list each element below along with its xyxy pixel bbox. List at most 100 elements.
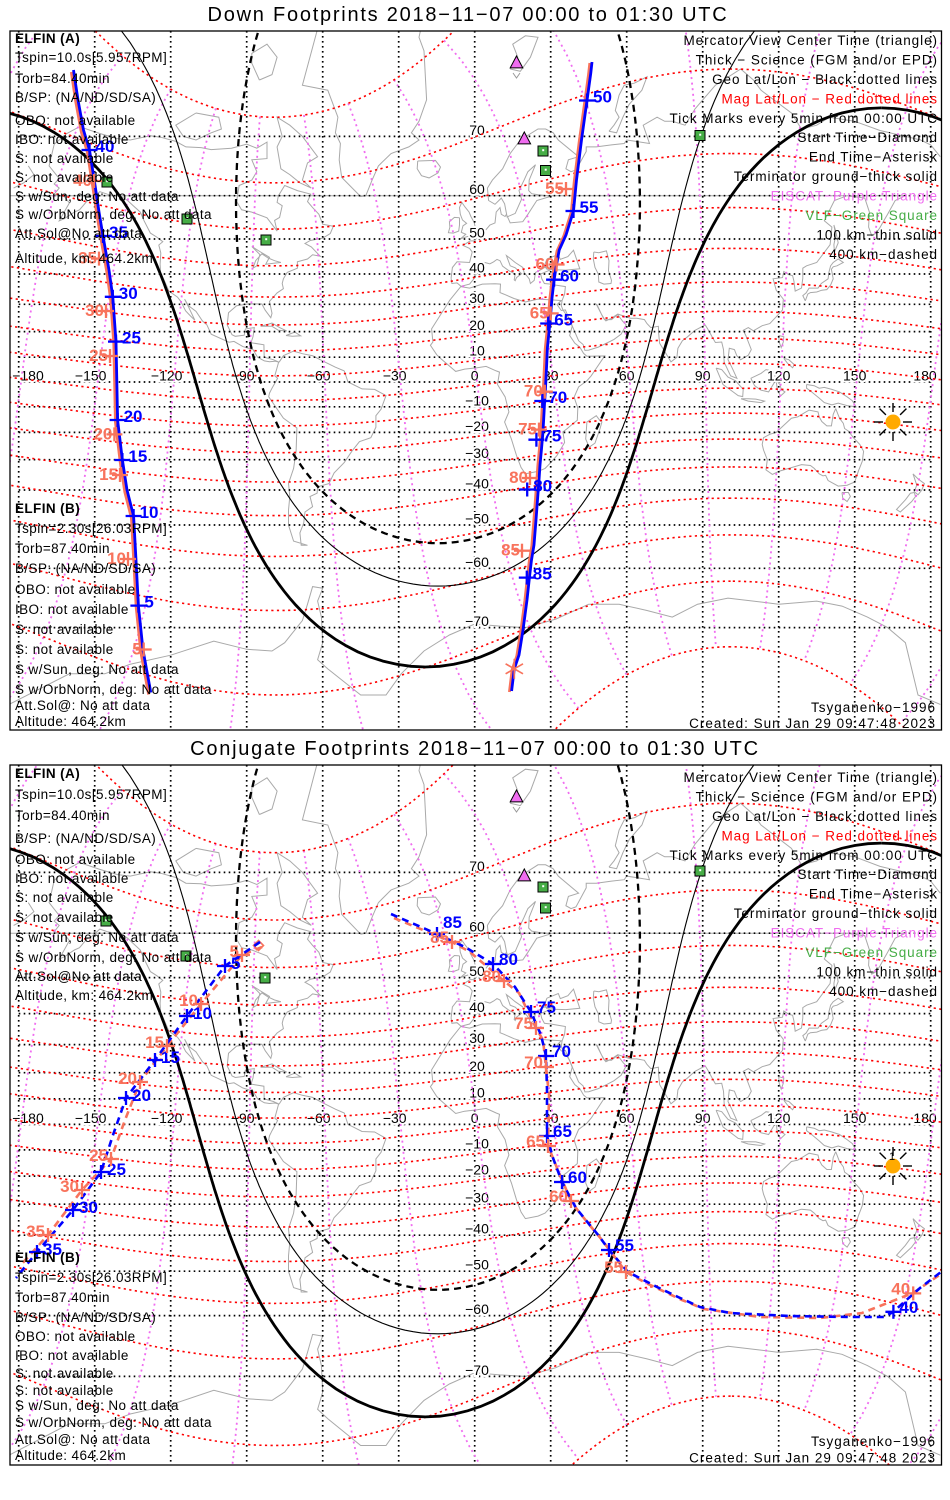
svg-text:IBO: not available: IBO: not available: [15, 132, 129, 147]
svg-text:−30: −30: [465, 445, 489, 461]
svg-text:10: 10: [469, 343, 485, 359]
svg-text:Mercator View Center Time (tri: Mercator View Center Time (triangle): [683, 770, 938, 785]
svg-text:10: 10: [107, 549, 126, 568]
svg-text:S w/Sun, deg: No att data: S w/Sun, deg: No att data: [15, 662, 179, 677]
svg-text:S w/OrbNorm, deg: No att data: S w/OrbNorm, deg: No att data: [15, 1415, 212, 1430]
svg-text:OBO: not available: OBO: not available: [15, 582, 136, 597]
svg-text:−150: −150: [75, 1110, 107, 1126]
svg-text:IBO: not available: IBO: not available: [15, 871, 129, 886]
svg-text:Geo Lat/Lon − Black dotted lin: Geo Lat/Lon − Black dotted lines: [712, 809, 938, 824]
svg-text:Terminator ground−thick solid: Terminator ground−thick solid: [734, 169, 938, 184]
svg-text:65: 65: [553, 1122, 572, 1141]
svg-text:S: not available: S: not available: [15, 170, 114, 185]
svg-text:20: 20: [93, 424, 112, 443]
svg-text:Att.Sol@: No att data: Att.Sol@: No att data: [15, 1432, 151, 1447]
svg-text:60: 60: [560, 267, 579, 286]
svg-text:S: not available: S: not available: [15, 1383, 114, 1398]
svg-text:ELFIN (A): ELFIN (A): [15, 31, 80, 46]
svg-text:20: 20: [124, 407, 143, 426]
svg-text:EISCAT−Purple Triangle: EISCAT−Purple Triangle: [771, 926, 938, 941]
svg-text:85: 85: [533, 565, 552, 584]
svg-text:60: 60: [549, 1187, 568, 1206]
svg-text:0: 0: [471, 368, 479, 384]
svg-text:OBO: not available: OBO: not available: [15, 1329, 136, 1344]
svg-text:65: 65: [526, 1132, 545, 1151]
svg-text:S w/OrbNorm, deg: No att data: S w/OrbNorm, deg: No att data: [15, 207, 212, 222]
svg-text:Altitude, km: 464.2km: Altitude, km: 464.2km: [15, 988, 153, 1003]
svg-text:S: not available: S: not available: [15, 1366, 114, 1381]
svg-text:−180: −180: [12, 368, 44, 384]
svg-text:−70: −70: [465, 1362, 489, 1378]
svg-text:60: 60: [619, 1110, 635, 1126]
svg-text:10: 10: [179, 991, 198, 1010]
svg-text:Thick − Science (FGM and/or EP: Thick − Science (FGM and/or EPD): [696, 53, 938, 68]
svg-text:VLF−Green Square: VLF−Green Square: [805, 945, 938, 960]
svg-text:−60: −60: [307, 368, 331, 384]
svg-text:25: 25: [89, 1146, 108, 1165]
svg-text:25: 25: [107, 1160, 126, 1179]
svg-text:−20: −20: [465, 1162, 489, 1178]
svg-text:180: 180: [913, 368, 937, 384]
svg-text:50: 50: [593, 88, 612, 107]
svg-text:150: 150: [843, 368, 867, 384]
svg-text:30: 30: [469, 1030, 485, 1046]
svg-text:B/SP: (NA/ND/SD/SA): B/SP: (NA/ND/SD/SA): [15, 561, 156, 576]
svg-text:20: 20: [118, 1069, 137, 1088]
svg-text:S: not available: S: not available: [15, 642, 114, 657]
svg-text:400 km−dashed: 400 km−dashed: [829, 984, 938, 999]
svg-text:IBO: not available: IBO: not available: [15, 602, 129, 617]
svg-text:ELFIN (A): ELFIN (A): [15, 766, 80, 781]
svg-text:65: 65: [554, 311, 573, 330]
svg-text:S: not available: S: not available: [15, 890, 114, 905]
svg-text:Tsyganenko−1996: Tsyganenko−1996: [811, 1434, 936, 1449]
svg-text:Created: Sun Jan 29 09:47:48 2: Created: Sun Jan 29 09:47:48 2023: [689, 1451, 936, 1466]
svg-text:Torb=84.40min: Torb=84.40min: [15, 808, 110, 823]
svg-text:EISCAT−Purple Triangle: EISCAT−Purple Triangle: [771, 189, 938, 204]
svg-text:Tspin=2.30s[26.03RPM]: Tspin=2.30s[26.03RPM]: [15, 521, 167, 536]
svg-text:Torb=84.40min: Torb=84.40min: [15, 71, 110, 86]
svg-text:Tsyganenko−1996: Tsyganenko−1996: [811, 700, 936, 715]
svg-text:Down Footprints 2018−11−07 00:: Down Footprints 2018−11−07 00:00 to 01:3…: [208, 4, 729, 26]
svg-text:Att.Sol@No att data: Att.Sol@No att data: [15, 226, 142, 241]
svg-text:Torb=87.40min: Torb=87.40min: [15, 1290, 110, 1305]
svg-text:100 km−thin solid: 100 km−thin solid: [816, 965, 938, 980]
svg-text:Tick Marks every 5min from 00:: Tick Marks every 5min from 00:00 UTC: [670, 111, 939, 126]
svg-text:ELFIN (B): ELFIN (B): [15, 501, 80, 516]
svg-text:S: not available: S: not available: [15, 151, 114, 166]
svg-text:−60: −60: [307, 1110, 331, 1126]
svg-text:60: 60: [469, 181, 485, 197]
svg-text:0: 0: [471, 1110, 479, 1126]
svg-text:80: 80: [509, 468, 528, 487]
svg-text:Tspin=10.0s[5.957RPM]: Tspin=10.0s[5.957RPM]: [15, 50, 167, 65]
svg-text:120: 120: [767, 1110, 791, 1126]
svg-text:15: 15: [161, 1048, 180, 1067]
svg-text:S: not available: S: not available: [15, 910, 114, 925]
svg-text:15: 15: [145, 1033, 164, 1052]
svg-text:Tspin=2.30s[26.03RPM]: Tspin=2.30s[26.03RPM]: [15, 1270, 167, 1285]
svg-text:60: 60: [536, 255, 555, 274]
svg-text:400 km−dashed: 400 km−dashed: [829, 247, 938, 262]
svg-text:10: 10: [193, 1004, 212, 1023]
svg-text:−40: −40: [465, 1221, 489, 1237]
svg-text:60: 60: [568, 1168, 587, 1187]
svg-text:Altitude, km: 464.2km: Altitude, km: 464.2km: [15, 251, 153, 266]
svg-text:85: 85: [501, 541, 520, 560]
svg-text:20: 20: [132, 1086, 151, 1105]
svg-text:Altitude: 464.2km: Altitude: 464.2km: [15, 1448, 126, 1463]
svg-text:55: 55: [615, 1236, 634, 1255]
svg-text:55: 55: [580, 198, 599, 217]
svg-text:5: 5: [144, 593, 153, 612]
svg-text:S w/OrbNorm, deg: No att data: S w/OrbNorm, deg: No att data: [15, 950, 212, 965]
svg-text:Mag Lat/Lon − Red dotted lines: Mag Lat/Lon − Red dotted lines: [721, 91, 938, 106]
svg-text:1: 1: [889, 1151, 896, 1163]
svg-text:−50: −50: [465, 1257, 489, 1273]
svg-text:65: 65: [530, 303, 549, 322]
svg-text:−150: −150: [75, 368, 107, 384]
svg-text:Tick Marks every 5min from 00:: Tick Marks every 5min from 00:00 UTC: [670, 848, 939, 863]
svg-text:−60: −60: [465, 1301, 489, 1317]
svg-text:50: 50: [469, 225, 485, 241]
svg-text:−30: −30: [383, 368, 407, 384]
svg-text:40: 40: [469, 260, 485, 276]
svg-text:30: 30: [60, 1177, 79, 1196]
svg-text:−180: −180: [12, 1110, 44, 1126]
